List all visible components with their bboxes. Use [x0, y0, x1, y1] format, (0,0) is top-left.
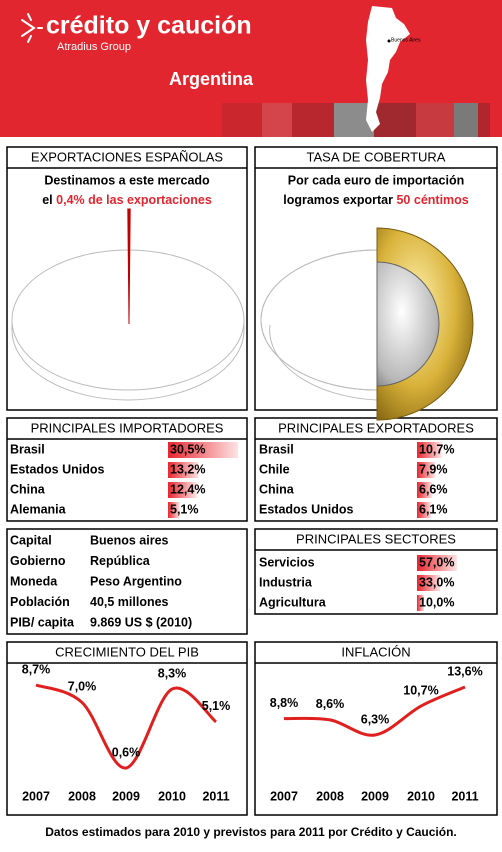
profile-table: Capital Buenos aires Gobierno República Mone… — [10, 533, 192, 629]
coin — [260, 227, 474, 421]
profile-value: Buenos aires — [90, 533, 169, 547]
profile-value: 40,5 millones — [90, 595, 169, 609]
profile-value: República — [90, 554, 151, 568]
bar — [168, 502, 180, 518]
brand-group: Atradius Group — [57, 41, 131, 53]
value-label: 33,0% — [419, 575, 454, 589]
chart-title: PRINCIPALES SECTORES — [296, 531, 456, 546]
bar — [417, 555, 457, 571]
bar — [417, 442, 442, 458]
chart-title: INFLACIÓN — [341, 644, 410, 659]
value-label: 12,4% — [170, 482, 205, 496]
category-label: Estados Unidos — [259, 502, 354, 516]
value-label: 7,0% — [68, 680, 97, 694]
panel-text: Por cada euro de importación — [288, 173, 464, 187]
category-label: Estados Unidos — [10, 462, 105, 476]
profile-label: Moneda — [10, 574, 58, 588]
line — [283, 685, 466, 737]
category-label: Brasil — [259, 442, 294, 456]
value-label: 6,6% — [419, 482, 448, 496]
value-label: 8,6% — [316, 697, 345, 711]
x-tick-label: 2007 — [22, 789, 50, 803]
panel-text: logramos exportar 50 céntimos — [283, 193, 469, 207]
category-label: Servicios — [259, 555, 315, 569]
panel-text: logramos exportar — [283, 193, 393, 207]
profile-label: Capital — [10, 533, 52, 547]
value-label: 57,0% — [419, 555, 454, 569]
chart-title: CRECIMIENTO DEL PIB — [55, 644, 199, 659]
value-label: 13,2% — [170, 462, 205, 476]
x-tick-label: 2008 — [68, 789, 96, 803]
panel-text: el — [42, 193, 52, 207]
profile-label: Gobierno — [10, 554, 66, 568]
pie-slice — [127, 208, 131, 325]
category-label: Brasil — [10, 442, 45, 456]
bar — [417, 502, 432, 518]
category-label: Alemania — [10, 502, 67, 516]
value-label: 10,0% — [419, 595, 454, 609]
category-label: Chile — [259, 462, 290, 476]
x-tick-label: 2010 — [158, 789, 186, 803]
bar — [168, 442, 239, 458]
profile-value: Peso Argentino — [90, 574, 182, 588]
country: Argentina — [169, 69, 254, 89]
category-label: Industria — [259, 575, 313, 589]
footer: Datos estimados para 2010 y previstos pa… — [45, 825, 457, 839]
chart-title: PRINCIPALES IMPORTADORES — [31, 420, 224, 435]
profile-label: Población — [10, 595, 70, 609]
panels — [6, 146, 498, 816]
value-label: 5,1% — [202, 699, 231, 713]
bar — [417, 595, 424, 611]
category-label: China — [10, 482, 46, 496]
map-dot — [387, 39, 391, 43]
category-label: Agricultura — [259, 595, 327, 609]
value-label: 6,1% — [419, 502, 448, 516]
x-tick-label: 2011 — [202, 789, 229, 803]
value-label: 10,7% — [403, 683, 438, 697]
x-tick-label: 2010 — [407, 789, 435, 803]
value-label: 30,5% — [170, 442, 205, 456]
value-label: 8,3% — [158, 666, 187, 680]
x-tick-label: 2008 — [316, 789, 344, 803]
bar — [417, 482, 433, 498]
bar — [168, 482, 197, 498]
x-tick-label: 2007 — [270, 789, 298, 803]
panel-text: Destinamos a este mercado — [44, 173, 210, 187]
value-label: 5,1% — [170, 502, 199, 516]
bar — [417, 462, 436, 478]
x-tick-label: 2009 — [361, 789, 389, 803]
x-tick-label: 2011 — [451, 789, 478, 803]
category-label: China — [259, 482, 295, 496]
bar — [417, 575, 441, 591]
value-label: 6,3% — [361, 712, 390, 726]
highlight-text: 50 céntimos — [396, 193, 468, 207]
chart-title: PRINCIPALES EXPORTADORES — [278, 420, 474, 435]
value-label: 10,7% — [419, 442, 454, 456]
value-label: 13,6% — [447, 664, 482, 678]
bar — [168, 462, 199, 478]
header-stripes — [222, 103, 490, 137]
highlight-text: 0,4% de las exportaciones — [56, 193, 212, 207]
map-label: Buenos Aires — [391, 37, 421, 43]
value-label: 8,8% — [270, 696, 299, 710]
map-argentina — [366, 6, 410, 132]
value-label: 7,9% — [419, 462, 448, 476]
profile-label: PIB/ capita — [10, 615, 75, 629]
x-tick-label: 2009 — [112, 789, 140, 803]
panel-text: el 0,4% de las exportaciones — [42, 193, 212, 207]
panel-title: EXPORTACIONES ESPAÑOLAS — [31, 149, 223, 164]
value-label: 8,7% — [22, 662, 51, 676]
line — [35, 683, 218, 770]
panel-title: TASA DE COBERTURA — [307, 149, 446, 164]
brand: crédito y caución — [46, 12, 252, 40]
value-label: 0,6% — [112, 745, 141, 759]
profile-value: 9.869 US $ (2010) — [90, 615, 192, 629]
logo-icon — [21, 13, 43, 43]
